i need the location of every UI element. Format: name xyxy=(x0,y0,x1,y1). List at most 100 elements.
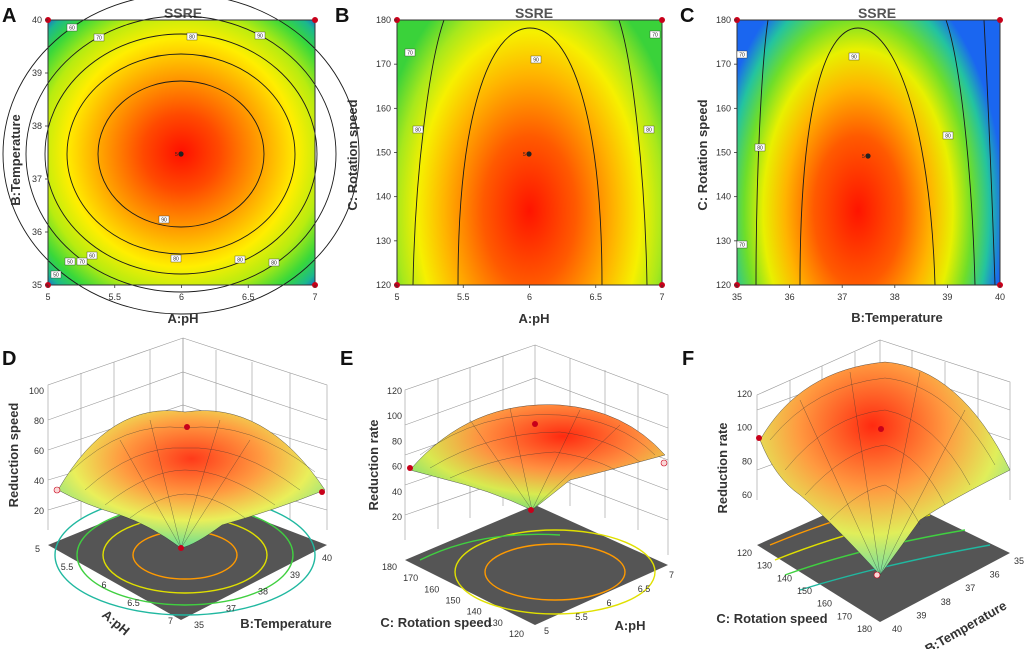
contour-label: 70 xyxy=(739,53,745,59)
contour-label: 60 xyxy=(69,26,75,32)
floor-contours xyxy=(419,529,656,615)
z-tick-label: 40 xyxy=(34,476,44,486)
contour-label-box xyxy=(50,270,62,279)
x-axis-ticks: 5 5.5 6 6.5 7 xyxy=(35,544,173,626)
x-tick-label: 5 xyxy=(394,292,399,302)
z-tick-label: 80 xyxy=(742,456,752,466)
z-axis-label: Reduction speed xyxy=(6,403,21,508)
x-tick-label: 160 xyxy=(424,584,439,594)
y-tick-label: 150 xyxy=(716,148,731,158)
y-axis-ticks: 40 39 38 37 36 35 xyxy=(892,556,1024,634)
contour-label: 50 xyxy=(67,260,73,266)
x-tick-label: 6.5 xyxy=(242,292,255,302)
contour-label: 80 xyxy=(945,134,951,140)
y-tick-label: 38 xyxy=(32,121,42,131)
chart-title: SSRE xyxy=(858,5,896,21)
x-tick-label: 5.5 xyxy=(61,562,74,572)
y-tick-label: 6.5 xyxy=(638,584,651,594)
chart-title: SSRE xyxy=(164,5,202,21)
y-axis-label: C: Rotation speed xyxy=(345,99,360,210)
contour-label-box xyxy=(754,143,766,152)
x-tick-label: 130 xyxy=(488,618,503,628)
y-tick-label: 40 xyxy=(32,15,42,25)
contour-label-box xyxy=(158,215,170,224)
x-tick-label: 120 xyxy=(737,548,752,558)
contour-label-box xyxy=(186,32,198,41)
panel-letter: E xyxy=(340,348,353,370)
z-tick-label: 60 xyxy=(742,490,752,500)
contour-label: 80 xyxy=(271,261,277,267)
chart-title: SSRE xyxy=(515,5,553,21)
y-tick-label: 5.5 xyxy=(575,612,588,622)
y-tick-label: 130 xyxy=(376,236,391,246)
x-tick-label: 6.5 xyxy=(589,292,602,302)
contour-label-box xyxy=(942,131,954,140)
x-axis-ticks: 180 170 160 150 140 130 120 xyxy=(382,562,524,639)
contour-label-box xyxy=(412,125,424,134)
contour-label: 80 xyxy=(415,128,421,134)
x-tick-label: 37 xyxy=(837,292,847,302)
z-tick-label: 60 xyxy=(34,446,44,456)
panel-a: A SSRE 50 50 60 60 70 70 80 80 80 80 90 90 5 5 5.5 6 6… xyxy=(2,0,360,326)
response-surface xyxy=(57,410,326,549)
contour-label-box xyxy=(86,251,98,260)
y-axis-ticks: 35 36 37 38 39 40 xyxy=(32,15,48,290)
contour-label: 80 xyxy=(173,257,179,263)
panel-letter: A xyxy=(2,5,16,27)
x-axis-label: C: Rotation speed xyxy=(716,611,827,626)
y-tick-label: 35 xyxy=(194,620,204,630)
contour-level-labels: 70 70 80 80 90 xyxy=(404,30,661,134)
x-tick-label: 140 xyxy=(777,573,792,583)
panel-letter: F xyxy=(682,348,694,370)
x-axis-label: B:Temperature xyxy=(851,310,943,325)
contour-label: 90 xyxy=(851,55,857,61)
y-axis-ticks: 120 130 140 150 160 170 180 xyxy=(716,15,737,290)
contour-label-box xyxy=(234,255,246,264)
contour-label: 80 xyxy=(757,146,763,152)
y-tick-label: 120 xyxy=(376,280,391,290)
x-tick-label: 160 xyxy=(817,599,832,609)
y-tick-label: 40 xyxy=(322,553,332,563)
y-axis-label: B:Temperature xyxy=(240,616,332,631)
x-tick-label: 5.5 xyxy=(457,292,470,302)
y-tick-label: 37 xyxy=(226,603,236,613)
surface-floor xyxy=(405,505,668,625)
design-points xyxy=(407,421,668,513)
x-tick-label: 130 xyxy=(757,561,772,571)
contour-label-box xyxy=(76,257,88,266)
z-tick-label: 80 xyxy=(34,416,44,426)
z-tick-label: 20 xyxy=(392,512,402,522)
y-axis-label: B:Temperature xyxy=(922,598,1009,649)
contour-label-box xyxy=(530,55,542,64)
y-axis-ticks: 5 5.5 6 6.5 7 xyxy=(544,570,674,636)
z-tick-label: 80 xyxy=(392,436,402,446)
y-tick-label: 170 xyxy=(376,59,391,69)
x-tick-label: 7 xyxy=(659,292,664,302)
y-tick-label: 160 xyxy=(376,103,391,113)
z-axis-ticks: 60 80 100 120 xyxy=(737,389,752,500)
contour-label-box xyxy=(254,31,266,40)
y-tick-label: 39 xyxy=(290,570,300,580)
contour-label: 90 xyxy=(533,58,539,64)
y-tick-label: 39 xyxy=(916,610,926,620)
contour-label-box xyxy=(170,254,182,263)
x-axis-label: A:pH xyxy=(518,311,549,326)
x-tick-label: 180 xyxy=(857,624,872,634)
y-tick-label: 170 xyxy=(716,59,731,69)
x-axis-ticks: 5 5.5 6 6.5 7 xyxy=(394,285,665,302)
center-point xyxy=(526,151,532,157)
contour-label: 70 xyxy=(79,260,85,266)
z-tick-label: 120 xyxy=(737,389,752,399)
y-axis-label: B:Temperature xyxy=(8,114,23,206)
z-axis-ticks: 20 40 60 80 100 120 xyxy=(387,386,402,522)
surface-mesh xyxy=(769,371,996,576)
y-tick-label: 120 xyxy=(716,280,731,290)
y-tick-label: 180 xyxy=(716,15,731,25)
y-tick-label: 36 xyxy=(990,570,1000,580)
contour-lines xyxy=(412,19,648,286)
x-tick-label: 170 xyxy=(403,573,418,583)
contour-label: 80 xyxy=(189,35,195,41)
